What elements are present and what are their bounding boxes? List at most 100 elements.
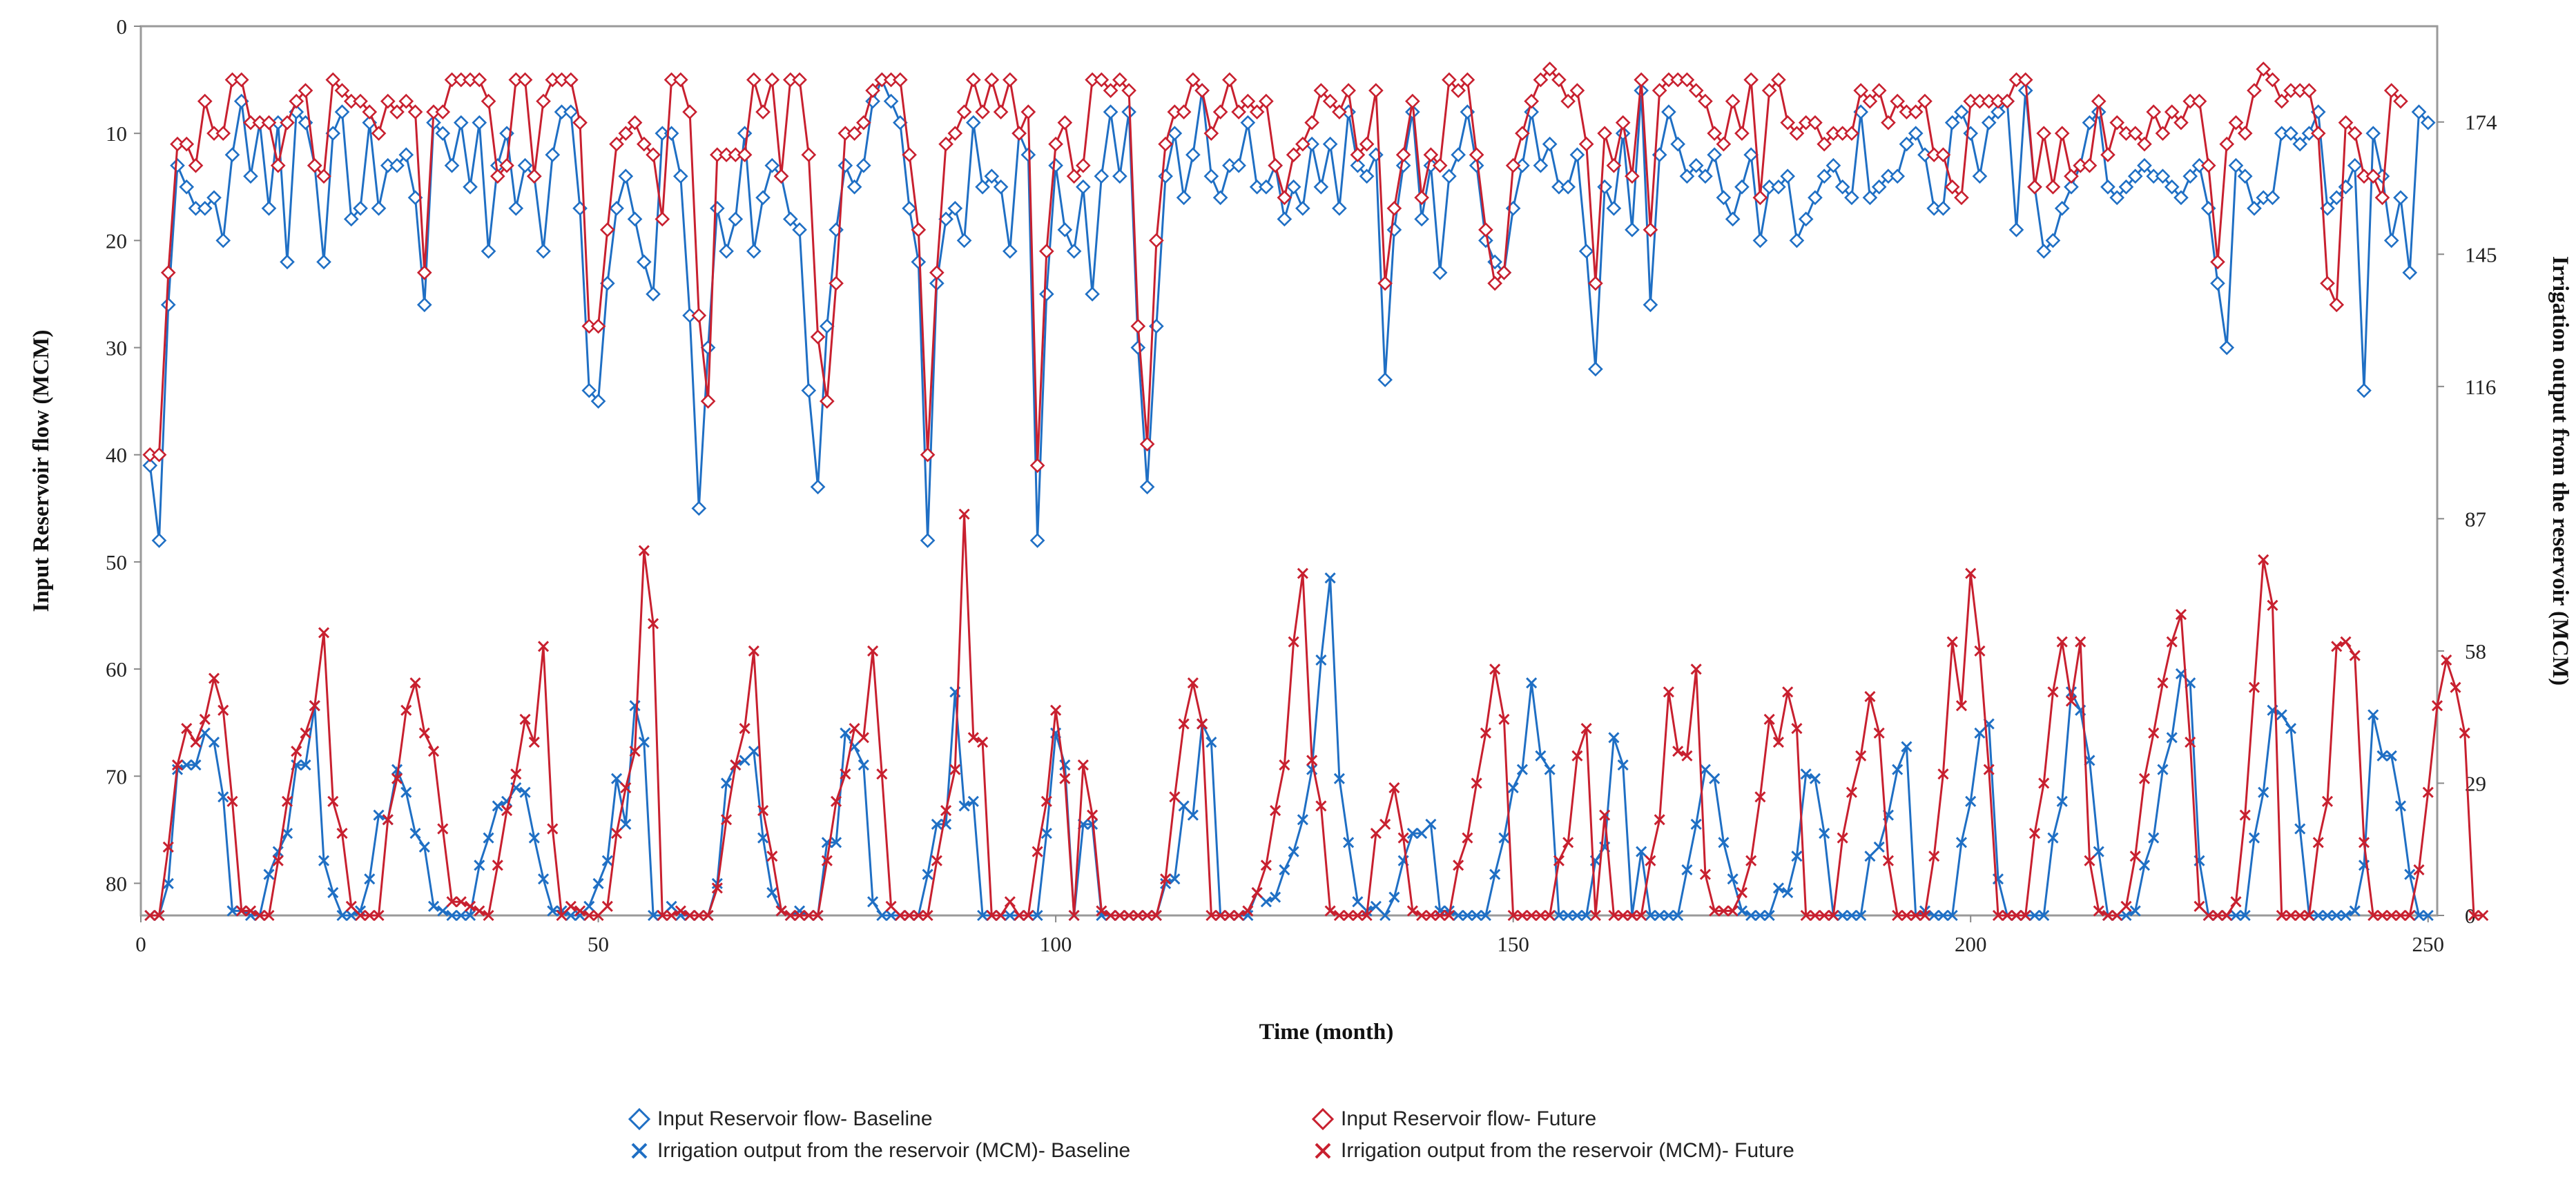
data-point — [819, 318, 835, 334]
data-point — [1231, 104, 1246, 119]
data-point — [318, 855, 330, 866]
data-point — [867, 645, 879, 657]
data-point — [1260, 860, 1272, 871]
data-point — [1359, 136, 1375, 152]
data-point — [1057, 115, 1073, 130]
data-point — [1670, 136, 1686, 152]
data-point — [1634, 72, 1649, 88]
data-point — [636, 254, 652, 270]
data-point — [1379, 818, 1391, 830]
data-point — [1121, 83, 1136, 98]
data-point — [1352, 896, 1364, 908]
data-point — [2285, 723, 2297, 735]
data-point — [2056, 636, 2068, 648]
data-point — [179, 136, 195, 152]
data-point — [1231, 157, 1246, 173]
data-point — [1240, 93, 1256, 109]
data-point — [819, 394, 835, 409]
data-point — [382, 814, 394, 826]
data-point — [1798, 211, 1814, 227]
data-point — [2228, 115, 2244, 130]
data-point — [610, 773, 623, 784]
data-point — [281, 828, 293, 840]
data-point — [1553, 909, 1565, 922]
data-point — [1736, 886, 1747, 899]
data-point — [2321, 795, 2334, 807]
data-point — [609, 200, 624, 216]
data-point — [1414, 190, 1429, 206]
data-point — [1240, 115, 1256, 130]
data-point — [2100, 179, 2115, 195]
data-point — [1023, 909, 1034, 922]
data-point — [1871, 179, 1887, 195]
data-point — [1844, 126, 1859, 142]
data-point — [556, 909, 568, 922]
data-point — [1295, 200, 1310, 216]
series-line — [150, 578, 2428, 918]
x-axis-label: Time (month) — [1259, 1020, 1394, 1045]
legend-item-inflow-baseline: Input Reservoir flow- Baseline — [621, 1103, 1130, 1135]
data-point — [1295, 136, 1310, 152]
data-point — [1636, 846, 1647, 857]
data-point — [1698, 168, 1713, 184]
data-point — [1114, 909, 1125, 922]
data-point — [1652, 83, 1667, 98]
data-point — [947, 200, 963, 216]
data-point — [2247, 200, 2262, 216]
data-point — [171, 759, 184, 771]
data-point — [380, 93, 396, 109]
data-point — [1029, 533, 1045, 548]
data-point — [400, 786, 412, 798]
data-point — [1453, 909, 1464, 922]
data-point — [849, 723, 860, 735]
data-point — [775, 905, 787, 917]
legend-label: Input Reservoir flow- Future — [1341, 1107, 1597, 1130]
data-point — [1892, 909, 1904, 922]
data-point — [389, 104, 405, 119]
data-point — [794, 905, 806, 917]
left-tick-label: 60 — [106, 657, 127, 681]
data-point — [739, 723, 750, 735]
data-point — [1846, 786, 1858, 798]
data-point — [2376, 750, 2388, 761]
data-point — [2376, 909, 2388, 922]
legend-item-inflow-future: Input Reservoir flow- Future — [1305, 1103, 1794, 1135]
data-point — [601, 855, 613, 866]
data-point — [280, 254, 295, 270]
data-point — [840, 727, 851, 739]
data-point — [646, 147, 661, 163]
data-point — [153, 909, 165, 922]
data-point — [2312, 909, 2324, 922]
data-point — [1040, 828, 1052, 840]
data-point — [435, 126, 451, 142]
data-point — [281, 795, 293, 807]
data-point — [1752, 233, 1768, 249]
data-point — [1578, 244, 1594, 259]
right-tick-label: 58 — [2465, 639, 2486, 663]
data-point — [1388, 782, 1400, 794]
data-point — [1663, 686, 1674, 698]
data-point — [270, 157, 286, 173]
data-point — [517, 72, 533, 88]
data-point — [1727, 905, 1739, 917]
data-point — [1020, 104, 1036, 119]
data-point — [2349, 650, 2361, 661]
data-point — [1432, 157, 1448, 173]
data-point — [1608, 732, 1620, 744]
data-point — [1743, 147, 1759, 163]
right-tick-label: 87 — [2465, 507, 2486, 531]
series-3 — [144, 508, 2489, 922]
data-point — [1709, 773, 1721, 784]
data-point — [354, 905, 367, 917]
data-point — [1526, 909, 1538, 922]
data-point — [1771, 72, 1786, 88]
data-point — [1837, 832, 1848, 844]
data-point — [536, 244, 551, 259]
data-point — [1589, 909, 1601, 922]
data-point — [2091, 93, 2107, 109]
data-point — [1361, 909, 1373, 922]
data-point — [2056, 795, 2068, 807]
data-point — [2194, 900, 2205, 912]
data-point — [2185, 736, 2196, 748]
